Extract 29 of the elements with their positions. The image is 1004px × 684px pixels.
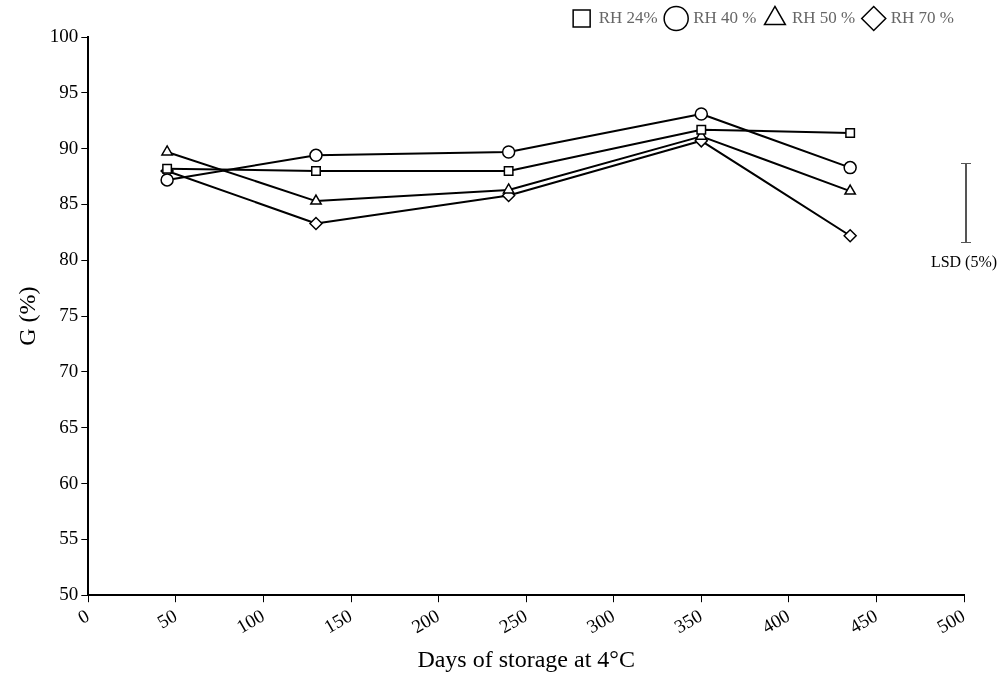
annotation: LSD (5%): [930, 253, 998, 272]
y-axis-title: G (%): [13, 286, 40, 346]
x-tick-label: 150: [320, 604, 356, 638]
y-tick-label: 80: [59, 248, 79, 270]
x-tick-label: 350: [670, 604, 706, 638]
x-tick-label: 300: [583, 604, 619, 638]
x-tick-label: 450: [845, 604, 881, 638]
y-tick-label: 70: [59, 359, 79, 381]
y-tick-label: 85: [59, 192, 79, 214]
x-tick-label: 200: [407, 604, 444, 638]
x-tick-label: 400: [758, 604, 794, 638]
legend-label: RH 50 %: [791, 7, 856, 27]
legend-label: RH 24%: [598, 7, 658, 27]
y-tick-label: 75: [59, 304, 79, 326]
x-tick-label: 500: [933, 604, 969, 638]
x-axis-title: Days of storage at 4°C: [417, 645, 635, 672]
y-tick-label: 90: [59, 136, 79, 158]
y-tick-label: 55: [59, 527, 79, 549]
legend-label: RH 70 %: [890, 7, 954, 27]
y-tick-label: 60: [59, 471, 79, 493]
x-tick-label: 0: [74, 604, 93, 628]
x-tick-label: 250: [495, 604, 531, 638]
y-tick-label: 50: [59, 583, 79, 605]
y-tick-label: 100: [49, 24, 79, 46]
x-tick-label: 100: [232, 604, 268, 638]
y-tick-label: 65: [59, 415, 79, 437]
x-tick-label: 50: [153, 604, 181, 633]
y-tick-label: 95: [59, 80, 79, 102]
legend-label: RH 40 %: [693, 7, 757, 27]
